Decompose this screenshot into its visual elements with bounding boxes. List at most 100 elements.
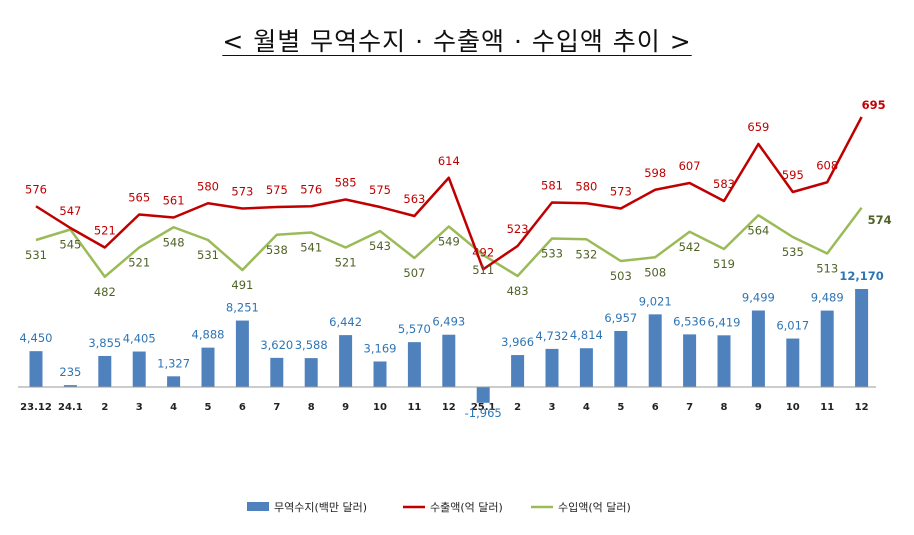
balance-bar-12	[855, 289, 869, 387]
x-tick-6: 6	[652, 402, 659, 413]
x-tick-9: 9	[755, 402, 762, 413]
imports-label-25.1: 511	[472, 263, 494, 277]
balance-label-4: 4,814	[570, 328, 603, 342]
x-tick-10: 10	[373, 402, 387, 413]
balance-bars	[29, 289, 869, 403]
imports-label-6: 491	[231, 278, 253, 292]
imports-label-9: 564	[747, 223, 769, 237]
balance-bar-9	[751, 310, 765, 387]
exports-label-24.1: 547	[59, 204, 81, 218]
balance-bar-8	[304, 358, 318, 387]
x-tick-10: 10	[786, 402, 800, 413]
x-tick-11: 11	[407, 402, 421, 413]
balance-bar-11	[820, 310, 834, 387]
balance-label-12: 12,170	[839, 269, 883, 283]
exports-label-2: 521	[94, 224, 116, 238]
exports-label-4: 561	[163, 194, 185, 208]
imports-label-5: 503	[610, 269, 632, 283]
balance-bar-2	[98, 355, 112, 387]
legend-balance-label: 무역수지(백만 달러)	[274, 501, 367, 514]
x-tick-7: 7	[273, 402, 280, 413]
balance-bar-7	[270, 357, 284, 387]
imports-label-2: 483	[507, 284, 529, 298]
x-tick-12: 12	[442, 402, 456, 413]
exports-label-4: 580	[575, 179, 597, 193]
legend: 무역수지(백만 달러) 수출액(억 달러) 수입액(억 달러)	[247, 501, 631, 514]
exports-label-12: 614	[438, 154, 460, 168]
balance-bar-25.1	[476, 387, 490, 403]
x-tick-7: 7	[686, 402, 693, 413]
x-tick-9: 9	[342, 402, 349, 413]
exports-label-11: 608	[816, 158, 838, 172]
balance-bar-3	[545, 348, 559, 387]
exports-label-23.12: 576	[25, 182, 47, 196]
x-tick-5: 5	[617, 402, 624, 413]
imports-label-11: 507	[403, 266, 425, 280]
x-tick-6: 6	[239, 402, 246, 413]
balance-label-2: 3,966	[501, 335, 534, 349]
x-tick-8: 8	[721, 402, 728, 413]
exports-label-10: 595	[782, 168, 804, 182]
x-tick-2: 2	[514, 402, 521, 413]
balance-bar-23.12	[29, 351, 43, 387]
exports-line	[35, 116, 863, 271]
imports-label-3: 521	[128, 256, 150, 270]
balance-label-8: 3,588	[295, 338, 328, 352]
balance-bar-4	[167, 376, 181, 387]
x-tick-3: 3	[136, 402, 143, 413]
balance-bar-6	[235, 320, 249, 387]
imports-label-12: 574	[868, 213, 892, 227]
balance-bar-9	[339, 335, 353, 387]
balance-bar-6	[648, 314, 662, 387]
exports-label-11: 563	[403, 192, 425, 206]
exports-label-9: 659	[747, 120, 769, 134]
balance-label-11: 9,489	[811, 291, 844, 305]
balance-bar-11	[407, 342, 421, 387]
balance-label-24.1: 235	[59, 365, 81, 379]
balance-label-6: 8,251	[226, 301, 259, 315]
imports-label-4: 548	[163, 235, 185, 249]
imports-label-6: 508	[644, 265, 666, 279]
balance-label-8: 6,419	[708, 315, 741, 329]
x-tick-25.1: 25.1	[471, 402, 496, 413]
balance-bar-5	[614, 330, 628, 387]
x-tick-3: 3	[549, 402, 556, 413]
legend-balance-swatch	[247, 502, 269, 511]
imports-label-5: 531	[197, 248, 219, 262]
x-tick-8: 8	[308, 402, 315, 413]
balance-bar-12	[442, 334, 456, 387]
balance-bar-3	[132, 351, 146, 387]
balance-bar-5	[201, 347, 215, 387]
exports-label-2: 523	[507, 222, 529, 236]
balance-label-5: 4,888	[192, 328, 225, 342]
balance-bar-10	[786, 338, 800, 387]
imports-label-2: 482	[94, 285, 116, 299]
balance-bar-10	[373, 361, 387, 387]
balance-label-9: 9,499	[742, 291, 775, 305]
x-tick-12: 12	[855, 402, 869, 413]
imports-label-10: 535	[782, 245, 804, 259]
x-tick-2: 2	[101, 402, 108, 413]
balance-label-12: 6,493	[432, 315, 465, 329]
legend-imports-label: 수입액(억 달러)	[558, 501, 631, 514]
exports-label-8: 576	[300, 182, 322, 196]
x-tick-24.1: 24.1	[58, 402, 83, 413]
balance-bar-4	[579, 348, 593, 387]
exports-label-12: 695	[862, 98, 886, 112]
imports-label-23.12: 531	[25, 248, 47, 262]
exports-label-10: 575	[369, 183, 391, 197]
exports-label-7: 607	[679, 159, 701, 173]
imports-line	[35, 206, 863, 278]
balance-label-7: 3,620	[260, 338, 293, 352]
exports-label-25.1: 492	[472, 245, 494, 259]
legend-exports-label: 수출액(억 달러)	[430, 501, 503, 514]
balance-label-3: 4,405	[123, 332, 156, 346]
imports-label-12: 549	[438, 235, 460, 249]
exports-label-5: 580	[197, 179, 219, 193]
imports-label-7: 542	[679, 240, 701, 254]
imports-label-4: 532	[575, 247, 597, 261]
imports-label-7: 538	[266, 243, 288, 257]
exports-label-9: 585	[335, 176, 357, 190]
balance-label-7: 6,536	[673, 314, 706, 328]
